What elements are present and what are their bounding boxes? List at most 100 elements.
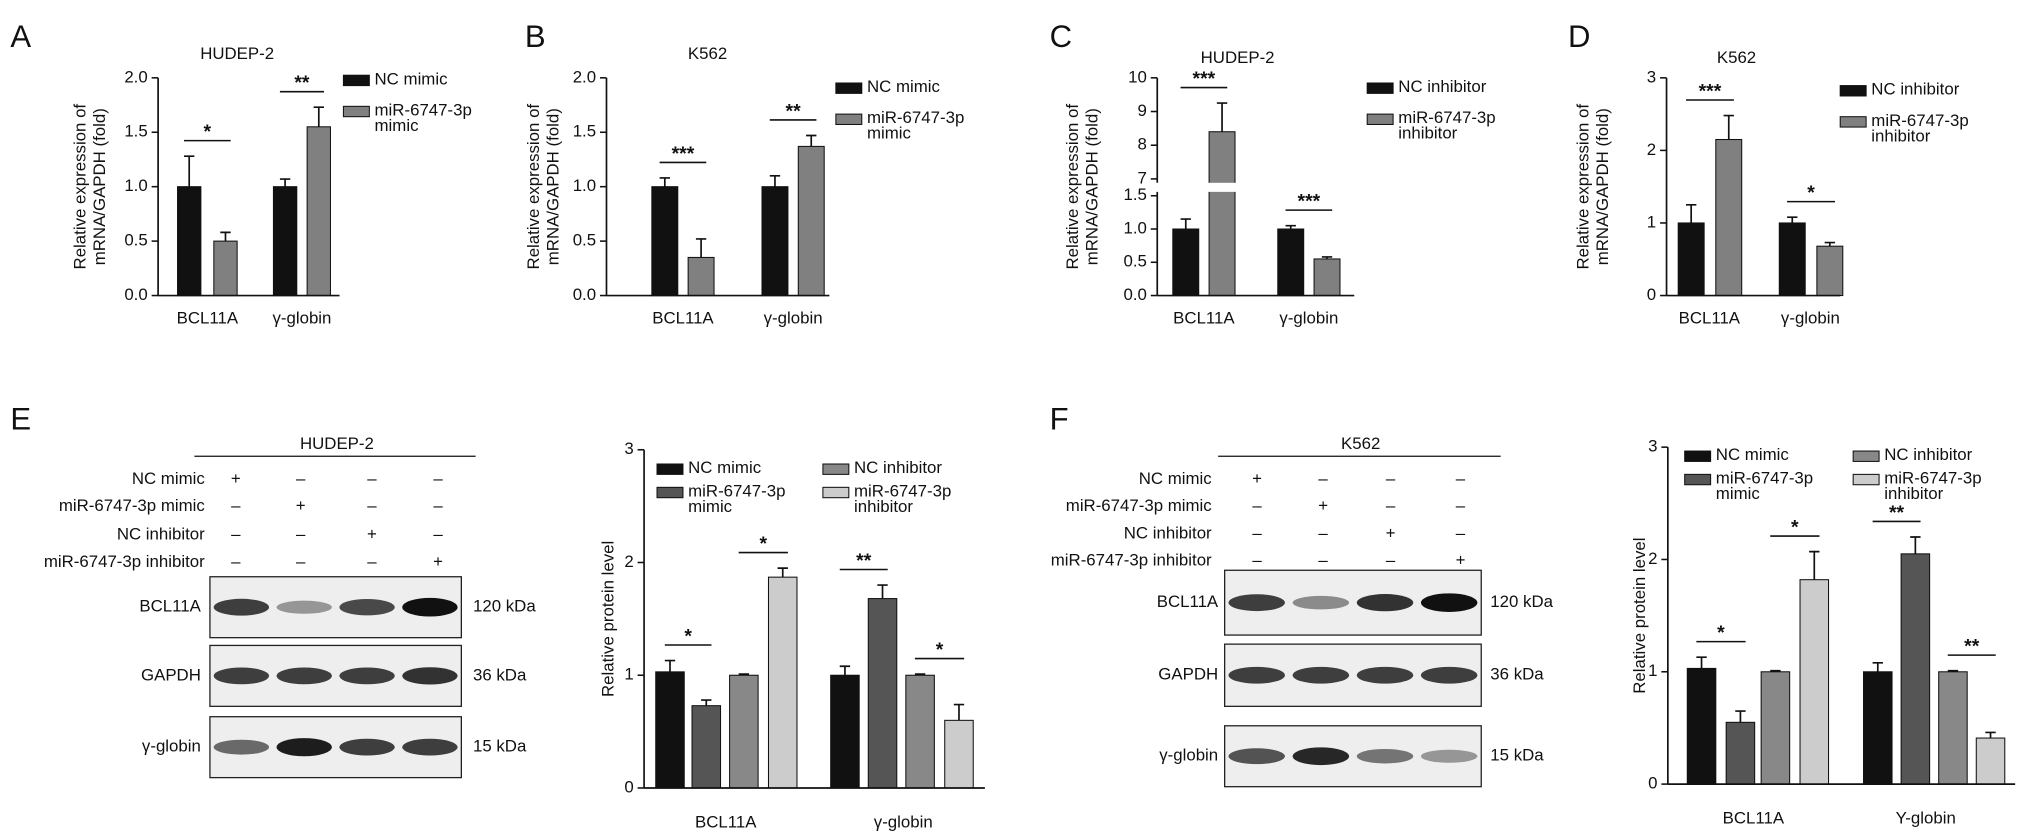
bar	[1975, 737, 2006, 785]
blot-band	[1228, 666, 1285, 684]
legend-swatch	[822, 486, 850, 499]
condition-sign: –	[1318, 523, 1328, 542]
condition-sign: –	[1456, 469, 1466, 488]
bar	[306, 126, 331, 297]
bar	[761, 186, 789, 297]
legend-label-box: miR-6747-3p mimic	[866, 110, 965, 143]
y-axis-label: Relative expression of	[524, 104, 543, 270]
condition-sign: –	[296, 552, 306, 571]
panel-letter: C	[1050, 19, 1072, 54]
legend-label-box: NC inhibitor	[854, 460, 942, 476]
error-bar	[769, 174, 781, 187]
y-tick-label: 1.5	[1123, 185, 1146, 204]
bar	[655, 671, 685, 789]
blot-band	[1292, 666, 1350, 684]
error-bar	[1910, 536, 1921, 554]
significance-label: *	[936, 639, 944, 661]
blot-band	[1228, 594, 1285, 612]
bar	[1760, 671, 1791, 785]
bar	[767, 576, 798, 789]
condition-label: NC inhibitor	[1124, 523, 1212, 542]
panel-letter: B	[525, 19, 546, 54]
band-label: γ-globin	[142, 737, 201, 756]
chart-title: HUDEP-2	[1201, 48, 1275, 67]
band-size: 36 kDa	[473, 665, 527, 684]
error-bar	[1809, 550, 1820, 580]
x-tick-label: γ-globin	[764, 308, 823, 327]
y-axis-label: mRNA/GAPDH (fold)	[1083, 108, 1102, 265]
bar	[1686, 667, 1717, 785]
y-tick-label: 0.0	[573, 285, 596, 304]
condition-sign: –	[433, 496, 443, 515]
legend-label: NC mimic	[1715, 447, 1789, 465]
condition-label: NC inhibitor	[117, 525, 205, 544]
legend-swatch	[1366, 82, 1394, 94]
y-tick-label: 0.5	[124, 231, 147, 250]
error-bar	[1872, 661, 1883, 672]
blot-band	[1356, 666, 1414, 684]
bar	[1778, 222, 1806, 297]
condition-sign: –	[1386, 496, 1396, 515]
band-size: 120 kDa	[1490, 592, 1553, 611]
legend-label: NC mimic	[688, 460, 762, 477]
legend-label: miR-6747-3p mimic	[866, 110, 965, 143]
error-bar	[313, 106, 324, 127]
legend-swatch	[1852, 450, 1880, 462]
error-bar	[1824, 241, 1836, 247]
legend-swatch	[1839, 116, 1867, 128]
band-label: GAPDH	[141, 665, 201, 684]
significance-label: *	[1717, 622, 1725, 644]
chart-title: K562	[688, 44, 727, 63]
legend-label-box: miR-6747-3p inhibitor	[1398, 110, 1495, 141]
y-tick-label: 2	[1647, 140, 1656, 159]
y-axis-label: mRNA/GAPDH (fold)	[90, 108, 109, 265]
legend-label-box: NC inhibitor	[1398, 79, 1486, 95]
legend-swatch	[342, 74, 370, 87]
band-label: GAPDH	[1158, 665, 1218, 684]
legend-swatch	[656, 486, 684, 499]
y-tick-label: 2	[624, 552, 633, 571]
y-tick-label: 10	[1128, 67, 1147, 86]
blot-title: K562	[1341, 434, 1380, 453]
condition-sign: –	[367, 496, 377, 515]
legend-label: NC inhibitor	[1871, 81, 1960, 99]
condition-sign: –	[296, 525, 306, 544]
y-axis-label: Relative expression of	[70, 104, 89, 270]
bar	[1938, 671, 1968, 785]
x-tick-label: BCL11A	[177, 308, 239, 327]
significance-label: **	[1964, 635, 1980, 657]
error-bar	[914, 673, 926, 676]
blot-band	[339, 599, 395, 616]
bar	[1172, 228, 1200, 297]
bar	[944, 719, 974, 789]
bar	[1208, 131, 1236, 297]
error-bar	[1180, 218, 1191, 230]
condition-label: miR-6747-3p mimic	[59, 496, 205, 515]
error-bar	[1723, 114, 1734, 140]
significance-label: ***	[1298, 190, 1321, 212]
bar	[691, 705, 722, 789]
panel-letter: F	[1050, 401, 1069, 436]
condition-sign: –	[1252, 523, 1262, 542]
blot-band	[402, 667, 458, 685]
band-label: BCL11A	[1157, 592, 1219, 611]
bar	[729, 674, 759, 789]
blot-band	[1420, 749, 1478, 763]
legend-swatch	[1684, 450, 1712, 462]
legend-label: miR-6747-3p mimic	[688, 483, 786, 516]
bar	[797, 145, 825, 297]
y-axis-label: Relative expression of	[1063, 104, 1082, 270]
error-bar	[1735, 710, 1746, 723]
y-tick-label: 1.0	[124, 176, 147, 195]
error-bar	[1696, 656, 1707, 669]
y-tick-label: 8	[1138, 135, 1147, 154]
condition-sign: –	[367, 469, 377, 488]
legend-label-box: NC mimic	[1715, 447, 1789, 465]
error-bar	[777, 567, 788, 578]
bar	[1715, 138, 1743, 297]
y-tick-label: 0.0	[1123, 285, 1146, 304]
significance-label: ***	[672, 143, 695, 165]
legend-swatch	[1839, 85, 1867, 97]
x-tick-label: γ-globin	[1279, 308, 1338, 327]
blot-band	[1292, 595, 1350, 610]
